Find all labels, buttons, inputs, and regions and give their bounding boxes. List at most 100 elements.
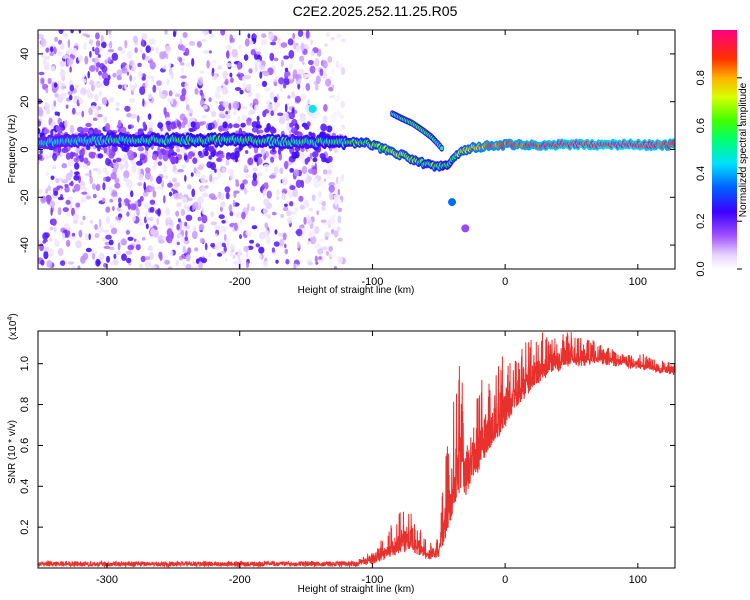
spectrogram-noise-speck	[40, 259, 45, 266]
spectrogram-noise-speck	[228, 102, 232, 111]
spectrogram-noise-speck	[340, 38, 346, 43]
spectrogram-noise-speck	[135, 239, 140, 245]
spectrogram-noise-speck	[201, 115, 208, 119]
spectrogram-noise-speck	[128, 186, 132, 192]
spectrogram-noise-speck	[173, 192, 181, 200]
spectrogram-noise-speck	[94, 47, 100, 56]
spectrogram-noise-speck	[283, 55, 290, 60]
spectrogram-noise-speck	[337, 188, 341, 196]
spectrogram-noise-speck	[220, 30, 226, 36]
spectrogram-noise-speck	[251, 127, 259, 133]
spectrogram-noise-speck	[293, 263, 297, 269]
spectrogram-noise-speck	[329, 217, 336, 224]
spectrogram-noise-speck	[123, 177, 128, 182]
spectrogram-noise-speck	[158, 152, 163, 160]
spectrogram-noise-speck	[100, 34, 104, 43]
spectrogram-x-label: Height of straight line (km)	[298, 285, 415, 296]
spectrogram-noise-speck	[175, 259, 179, 267]
spectrogram-noise-speck	[186, 104, 190, 111]
spectrogram-noise-speck	[42, 232, 49, 241]
spectrogram-noise-speck	[169, 250, 174, 256]
spectrogram-noise-speck	[150, 228, 156, 236]
spectrogram-noise-speck	[284, 67, 289, 73]
spectrogram-noise-speck	[289, 122, 294, 128]
spectrogram-noise-speck	[107, 56, 112, 63]
spectrogram-noise-speck	[192, 152, 195, 157]
spectrogram-noise-speck	[287, 102, 290, 107]
spectrogram-noise-speck	[333, 198, 339, 205]
spectrogram-noise-speck	[144, 171, 152, 180]
spectrogram-noise-speck	[53, 100, 57, 107]
spectrogram-noise-speck	[239, 234, 242, 240]
spectrogram-noise-speck	[126, 211, 130, 217]
spectrogram-noise-speck	[182, 32, 188, 38]
spectrogram-noise-speck	[158, 88, 162, 98]
spectrogram-noise-speck	[325, 78, 332, 87]
spectrogram-noise-speck	[210, 196, 217, 201]
spectrogram-noise-speck	[296, 264, 301, 268]
spectrogram-noise-speck	[225, 114, 231, 119]
spectrogram-noise-speck	[240, 122, 246, 128]
spectrogram-noise-speck	[277, 37, 281, 44]
spectrogram-noise-speck	[323, 104, 328, 112]
spectrogram-noise-speck	[93, 258, 97, 267]
spectrogram-noise-speck	[244, 74, 251, 80]
colorbar-tick-label: 0.2	[695, 214, 707, 229]
spectrogram-noise-speck	[75, 240, 82, 249]
spectrogram-noise-speck	[211, 67, 215, 74]
spectrogram-noise-speck	[102, 197, 106, 203]
spectrogram-noise-speck	[260, 38, 268, 46]
spectrogram-noise-speck	[279, 238, 285, 247]
spectrogram-y-label: Frequency (Hz)	[7, 115, 18, 184]
spectrogram-noise-speck	[58, 30, 64, 35]
spectrogram-noise-speck	[202, 104, 208, 110]
spectrogram-noise-speck	[276, 93, 280, 100]
spectrogram-noise-speck	[183, 203, 188, 209]
spectrogram-noise-speck	[179, 38, 182, 46]
spectrogram-noise-speck	[266, 100, 271, 104]
spectrogram-noise-speck	[307, 163, 311, 167]
spectrogram-noise-speck	[235, 179, 239, 183]
spectrogram-noise-speck	[89, 50, 92, 58]
spectrogram-noise-speck	[185, 230, 188, 238]
spectrogram-noise-speck	[310, 50, 315, 56]
spectrogram-noise-speck	[233, 123, 240, 128]
spectrogram-noise-speck	[83, 42, 87, 51]
spectrogram-noise-speck	[73, 174, 80, 181]
spectrogram-noise-speck	[201, 38, 207, 42]
spectrogram-noise-speck	[107, 74, 111, 81]
spectrogram-noise-speck	[328, 182, 335, 187]
spectrogram-noise-speck	[81, 148, 85, 154]
spectrogram-noise-speck	[301, 166, 308, 174]
spectrogram-noise-speck	[317, 248, 324, 255]
spectrogram-noise-speck	[162, 65, 167, 70]
spectrogram-noise-speck	[87, 71, 90, 79]
spectrogram-noise-speck	[225, 34, 228, 40]
spectrogram-noise-speck	[209, 61, 213, 66]
spectrogram-noise-speck	[109, 40, 113, 49]
spectrogram-noise-speck	[54, 111, 59, 116]
spectrogram-noise-speck	[257, 129, 264, 134]
spectrogram-y-ticks: -40 -20 0 20 40	[19, 48, 675, 253]
spectrogram-noise-speck	[254, 157, 258, 163]
spectrogram-noise-speck	[245, 174, 252, 179]
spectrogram-noise-speck	[38, 120, 42, 127]
spectrogram-noise-speck	[118, 216, 122, 221]
spectrogram-noise-speck	[40, 38, 47, 47]
spectrogram-noise-speck	[330, 253, 337, 258]
spectrogram-noise-speck	[59, 188, 62, 193]
spectrogram-noise-speck	[229, 34, 233, 43]
spectrogram-secondary-point	[439, 146, 444, 151]
spectrogram-noise-speck	[109, 198, 114, 203]
spectrogram-noise-speck	[256, 83, 262, 87]
spectrogram-noise-speck	[192, 149, 197, 153]
spectrogram-noise-speck	[302, 61, 305, 65]
spectrogram-noise-speck	[130, 67, 135, 72]
spectrogram-noise-speck	[320, 123, 327, 132]
spectrogram-noise-speck	[296, 241, 300, 249]
spectrogram-noise-speck	[167, 182, 173, 188]
spectrogram-noise-speck	[136, 208, 140, 217]
spectrogram-noise-speck	[117, 242, 121, 251]
spectrogram-noise-speck	[235, 211, 242, 219]
